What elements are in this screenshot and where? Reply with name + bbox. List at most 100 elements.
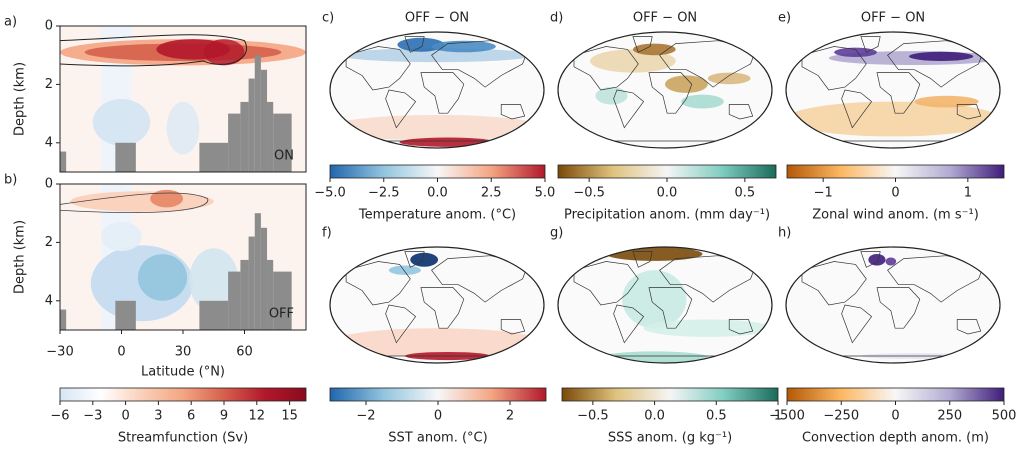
colorbar-label: Convection depth anom. (m) [802, 431, 989, 446]
colorbar-label: Streamfunction (Sv) [118, 431, 248, 446]
panel-label: d) [550, 11, 563, 26]
colorbar-tick-label: 15 [281, 409, 298, 424]
field [60, 26, 306, 177]
bathymetry [249, 79, 255, 177]
colorbar [562, 388, 778, 401]
colorbar-label: SSS anom. (g kg⁻¹) [608, 431, 732, 446]
colorbar-tick-label: 2.5 [481, 186, 502, 201]
field-blob [138, 254, 187, 301]
colorbar-tick-label: −2 [356, 409, 375, 424]
map-blob [834, 48, 877, 57]
colorbar-tick-label: −5.0 [314, 186, 346, 201]
map-blob [868, 254, 885, 266]
panel-title: OFF − ON [405, 11, 469, 26]
x-tick-label: −30 [46, 345, 73, 360]
map-blob [622, 270, 686, 328]
map-blob [886, 257, 897, 265]
colorbar-tick-label: 12 [249, 409, 266, 424]
panel-annotation: ON [274, 149, 294, 164]
map-blob [410, 253, 438, 267]
bathymetry [60, 310, 66, 335]
colorbar-tick-label: 0 [434, 409, 442, 424]
colorbar-tick-label: −0.5 [573, 186, 605, 201]
colorbar-tick-label: 9 [220, 409, 228, 424]
colorbar-tick-label: 5.0 [535, 186, 556, 201]
colorbar-tick-label: 3 [154, 409, 162, 424]
colorbar-label: SST anom. (°C) [388, 431, 487, 446]
field-blob [101, 222, 142, 251]
bathymetry [261, 70, 267, 177]
y-tick-label: 4 [45, 135, 53, 150]
map-blob [400, 138, 496, 147]
map-field [330, 247, 544, 366]
panel-label: e) [778, 11, 791, 26]
y-tick-label: 0 [45, 177, 53, 192]
y-axis-label: Depth (km) [13, 62, 28, 136]
bathymetry [240, 260, 248, 335]
colorbar-tick-label: −250 [823, 409, 859, 424]
colorbar-tick-label: 0 [121, 409, 129, 424]
bathymetry [255, 55, 261, 177]
colorbar-tick-label: 6 [187, 409, 195, 424]
colorbar [558, 165, 776, 178]
panel-label: a) [4, 15, 17, 30]
map-blob [606, 247, 702, 261]
colorbar-tick-label: −1 [814, 186, 833, 201]
colorbar [787, 165, 1004, 178]
colorbar-tick-label: −6 [50, 409, 69, 424]
y-axis-label: Depth (km) [13, 220, 28, 294]
colorbar [330, 388, 546, 401]
x-tick-label: 60 [236, 345, 253, 360]
bathymetry [267, 102, 273, 177]
colorbar-tick-label: 0.5 [735, 186, 756, 201]
map-blob [708, 73, 751, 85]
field-blob [150, 190, 183, 208]
field-blob [167, 102, 200, 155]
x-tick-label: 30 [175, 345, 192, 360]
colorbar-tick-label: 0.0 [657, 186, 678, 201]
map-field [558, 32, 772, 151]
map-blob [341, 48, 534, 62]
bathymetry [273, 272, 291, 335]
colorbar-tick-label: 0.5 [706, 409, 727, 424]
x-tick-label: 0 [117, 345, 125, 360]
colorbar-tick-label: 0 [891, 186, 899, 201]
panel-label: b) [4, 173, 17, 188]
bathymetry [261, 228, 267, 335]
map-field [786, 247, 1000, 366]
panel-title: OFF − ON [633, 11, 697, 26]
y-tick-label: 0 [45, 19, 53, 34]
bathymetry [267, 260, 273, 335]
y-tick-label: 4 [45, 293, 53, 308]
colorbar [60, 388, 306, 401]
colorbar-label: Precipitation anom. (mm day⁻¹) [564, 208, 770, 223]
bathymetry [228, 272, 240, 335]
map-blob [914, 96, 978, 108]
panel-label: f) [322, 226, 332, 241]
map-field [558, 247, 772, 366]
colorbar [330, 165, 545, 178]
panel-annotation: OFF [269, 307, 294, 322]
panel-label: h) [778, 226, 791, 241]
map-blob [644, 320, 772, 337]
colorbar-tick-label: 0 [891, 409, 899, 424]
colorbar-tick-label: 500 [992, 409, 1017, 424]
bathymetry [249, 237, 255, 335]
y-tick-label: 2 [45, 235, 53, 250]
colorbar-tick-label: 0.0 [644, 409, 665, 424]
map-blob [909, 52, 973, 61]
bathymetry [228, 114, 240, 177]
bathymetry [240, 102, 248, 177]
x-axis-label: Latitude (°N) [141, 365, 225, 380]
map-field [330, 32, 544, 151]
colorbar [787, 388, 1004, 401]
map-field [786, 32, 1000, 151]
colorbar-tick-label: −3 [83, 409, 102, 424]
panel-label: g) [550, 226, 563, 241]
colorbar-tick-label: −500 [769, 409, 805, 424]
field-blob [204, 39, 245, 65]
colorbar-tick-label: −2.5 [368, 186, 400, 201]
colorbar-label: Zonal wind anom. (m s⁻¹) [812, 208, 979, 223]
colorbar-tick-label: −0.5 [577, 409, 609, 424]
colorbar-tick-label: 250 [937, 409, 962, 424]
